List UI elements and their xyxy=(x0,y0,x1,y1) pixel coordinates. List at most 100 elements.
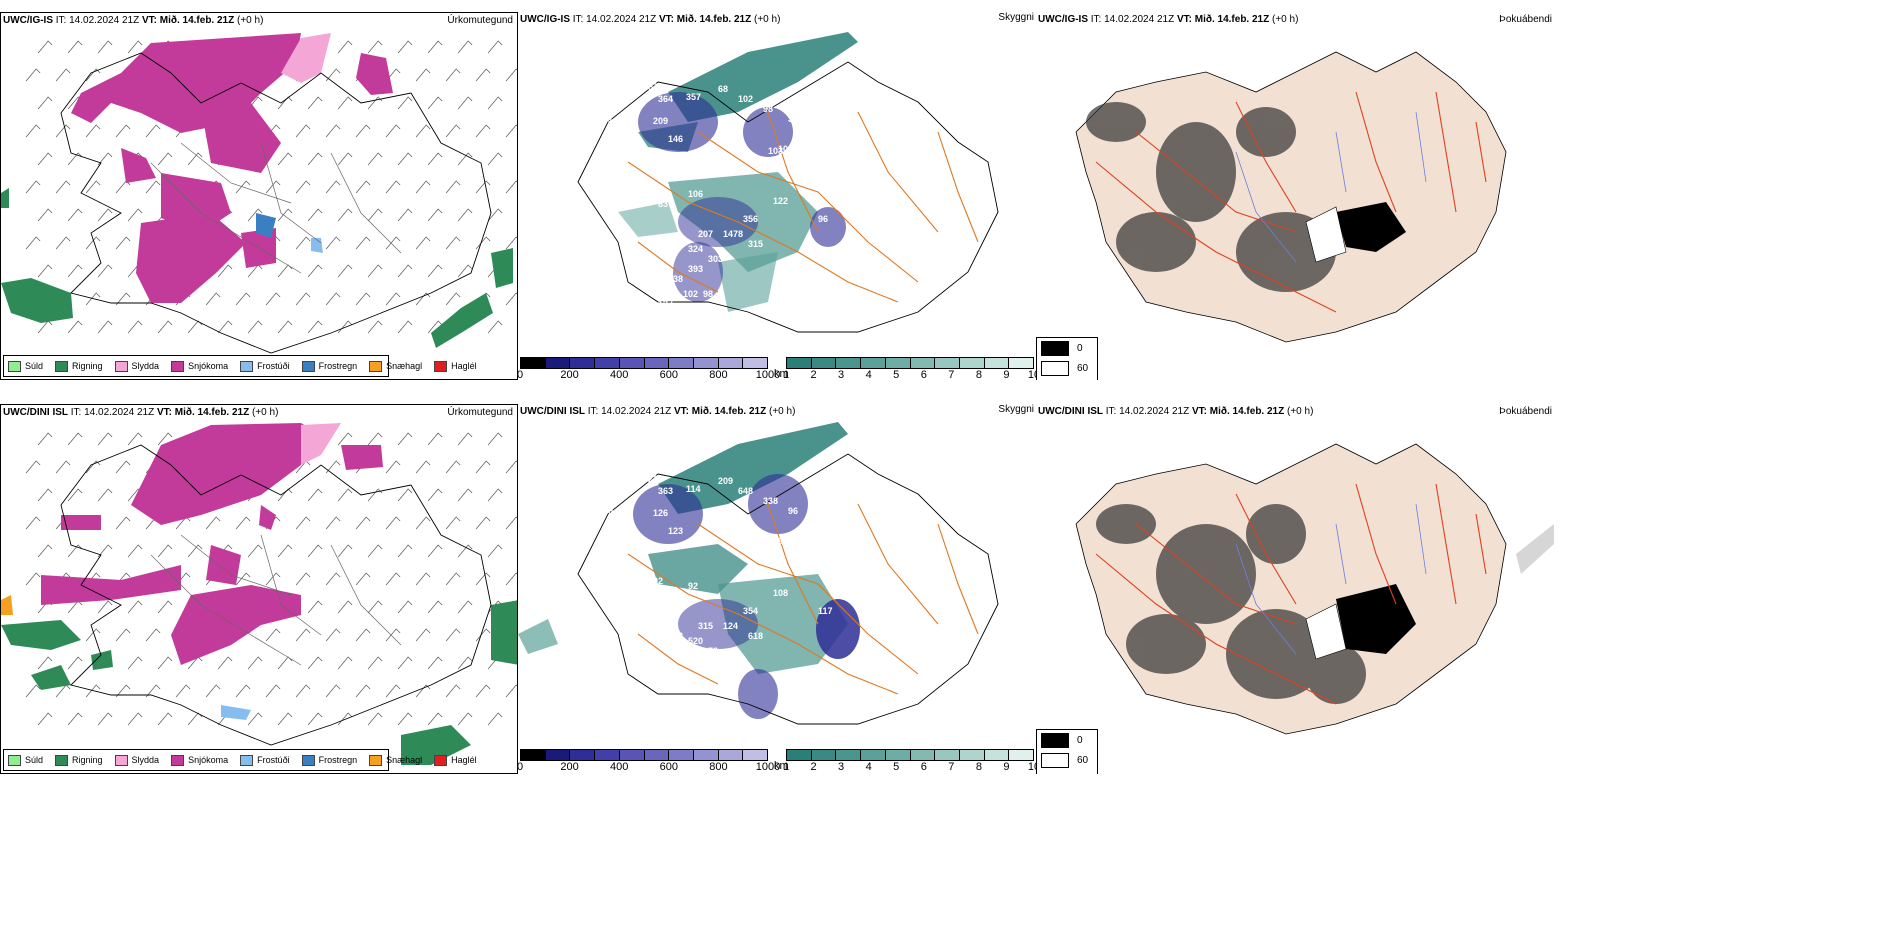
peak-label: 41 xyxy=(618,184,628,194)
legend-label: Haglél xyxy=(451,361,477,371)
precip-type-panel-row2: UWC/DINI ISL IT: 14.02.2024 21Z VT: Mið.… xyxy=(0,404,518,774)
peak-label: 114 xyxy=(686,484,701,494)
visibility-tick: 9 xyxy=(1003,369,1010,380)
peak-label: 571 xyxy=(648,82,663,92)
legend-swatch xyxy=(434,754,448,766)
peak-label: 303 xyxy=(708,254,723,264)
peak-label: 113 xyxy=(658,591,673,601)
peak-label: 83 xyxy=(658,199,668,209)
panel-name: Þokuábendi xyxy=(1499,406,1552,417)
peak-label: 124 xyxy=(723,621,738,631)
panel-name: Úrkomutegund xyxy=(447,15,513,26)
peak-label: 68 xyxy=(718,84,728,94)
fog-legend: 0 60 xyxy=(1036,729,1098,774)
fog-legend-label: 0 xyxy=(1077,734,1083,746)
elevation-tick: 200 xyxy=(560,761,579,773)
peak-label: 401 xyxy=(668,239,683,249)
colorbar-unit: km xyxy=(774,760,789,772)
fog-legend-row: 60 xyxy=(1037,750,1097,770)
visibility-tick: 3 xyxy=(838,761,845,773)
elevation-colorbar: m02004006008001000 xyxy=(518,357,780,380)
elevation-tick: 200 xyxy=(560,369,579,380)
visibility-panel-row2: UWC/DINI ISL IT: 14.02.2024 21Z VT: Mið.… xyxy=(518,404,1036,774)
legend-swatch xyxy=(55,754,69,766)
peak-label: 60 xyxy=(628,154,638,164)
peak-label: 100 xyxy=(688,656,703,666)
precip-type-map xyxy=(1,423,517,765)
legend-swatch xyxy=(114,360,128,372)
peak-label: 200 xyxy=(598,506,613,516)
visibility-colorbar: km1 2 3 4 5 6 7 8 9 10 xyxy=(774,749,1036,773)
elevation-tick: 1000 xyxy=(755,761,781,773)
peak-label: 209 xyxy=(653,116,668,126)
fog-legend-swatch xyxy=(1041,360,1069,376)
peak-label: 648 xyxy=(738,486,753,496)
fog-legend-label: 0 xyxy=(1077,342,1083,354)
visibility-tick: 7 xyxy=(948,761,955,773)
legend-item: Slydda xyxy=(114,754,159,766)
fog-legend-swatch xyxy=(1041,752,1069,768)
panel-title: UWC/IG-IS IT: 14.02.2024 21Z VT: Mið. 14… xyxy=(1038,14,1299,25)
legend-swatch xyxy=(369,360,383,372)
visibility-tick: 4 xyxy=(865,369,872,380)
peak-label: 218 xyxy=(648,184,663,194)
legend-item: Snjókoma xyxy=(171,754,228,766)
peak-label: 96 xyxy=(788,506,798,516)
legend-swatch xyxy=(301,754,315,766)
fog-legend-row: 0 xyxy=(1037,338,1097,358)
legend-swatch xyxy=(240,754,254,766)
peak-label: 85 xyxy=(768,538,778,548)
peak-label: 30 xyxy=(638,294,648,304)
colorbar-unit: km xyxy=(774,368,789,380)
legend-swatch xyxy=(171,754,185,766)
visibility-tick: 2 xyxy=(810,369,817,380)
precip-type-legend: Súld Rigning Slydda Snjókoma Frostúði Frostre… xyxy=(3,749,477,771)
peak-label: 92 xyxy=(688,581,698,591)
panel-name: Skyggni xyxy=(998,404,1034,415)
visibility-tick: 7 xyxy=(948,369,955,380)
visibility-tick: 9 xyxy=(1003,761,1010,773)
legend-swatch xyxy=(8,754,21,766)
legend-swatch xyxy=(240,360,254,372)
peak-label: 146 xyxy=(668,134,683,144)
legend-swatch xyxy=(369,754,383,766)
visibility-panel-row1: UWC/IG-IS IT: 14.02.2024 21Z VT: Mið. 14… xyxy=(518,12,1036,380)
panel-title: UWC/DINI ISL IT: 14.02.2024 21Z VT: Mið.… xyxy=(520,406,796,417)
peak-label: 179 xyxy=(606,52,621,62)
peak-label: 126 xyxy=(653,508,668,518)
fog-index-panel-row2: UWC/DINI ISL IT: 14.02.2024 21Z VT: Mið.… xyxy=(1036,404,1554,774)
peak-label: 123 xyxy=(668,526,683,536)
visibility-tick: 10 xyxy=(1027,761,1036,773)
legend-label: Rigning xyxy=(72,755,103,765)
fog-index-map xyxy=(1075,51,1507,343)
visibility-tick: 6 xyxy=(920,761,927,773)
legend-swatch xyxy=(8,360,21,372)
peak-label: 90 xyxy=(778,536,788,546)
visibility-tick: 3 xyxy=(838,369,845,380)
elevation-tick: 600 xyxy=(659,761,678,773)
fog-index-panel-row1: UWC/IG-IS IT: 14.02.2024 21Z VT: Mið. 14… xyxy=(1036,12,1554,380)
peak-label: 122 xyxy=(773,196,788,206)
visibility-tick: 8 xyxy=(975,761,982,773)
peak-label: 286 xyxy=(606,444,621,454)
legend-label: Slydda xyxy=(131,361,160,371)
visibility-tick: 2 xyxy=(810,761,817,773)
legend-label: Frostúði xyxy=(257,755,290,765)
visibility-tick: 1 xyxy=(782,369,790,380)
legend-label: Snæhagl xyxy=(386,755,423,765)
fog-legend-row: 60 xyxy=(1037,358,1097,378)
peak-label: 354 xyxy=(743,606,758,616)
peak-label: 108 xyxy=(773,588,788,598)
precip-type-panel-row1: UWC/IG-IS IT: 14.02.2024 21Z VT: Mið. 14… xyxy=(0,12,518,380)
visibility-colorbar: km1 2 3 4 5 6 7 8 9 10 xyxy=(774,357,1036,380)
peak-label: 338 xyxy=(763,496,778,506)
peak-label: 106 xyxy=(688,189,703,199)
peak-label: 520 xyxy=(688,636,703,646)
visibility-tick: 5 xyxy=(893,761,900,773)
legend-swatch xyxy=(434,360,448,372)
peak-label: 65 xyxy=(628,546,638,556)
fog-legend-row: 0 xyxy=(1037,730,1097,750)
panel-title: UWC/DINI ISL IT: 14.02.2024 21Z VT: Mið.… xyxy=(1038,406,1314,417)
peak-label: 89 xyxy=(668,666,678,676)
legend-label: Frostregn xyxy=(318,755,358,765)
